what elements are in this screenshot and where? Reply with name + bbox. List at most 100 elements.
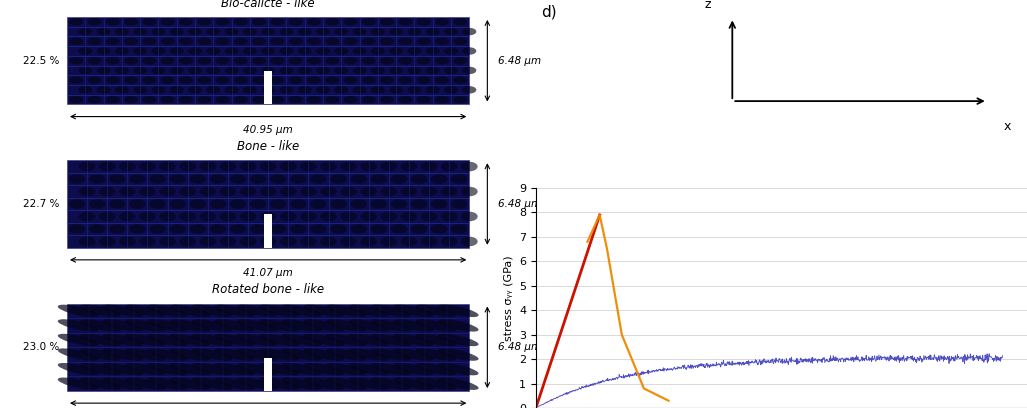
Ellipse shape bbox=[304, 334, 344, 346]
Ellipse shape bbox=[362, 57, 376, 64]
Ellipse shape bbox=[192, 305, 233, 317]
Ellipse shape bbox=[169, 174, 186, 184]
Ellipse shape bbox=[225, 67, 238, 74]
Ellipse shape bbox=[88, 174, 106, 184]
Ellipse shape bbox=[343, 57, 357, 64]
Ellipse shape bbox=[362, 76, 376, 84]
Ellipse shape bbox=[281, 363, 322, 375]
Ellipse shape bbox=[147, 319, 188, 332]
Ellipse shape bbox=[304, 363, 344, 375]
Ellipse shape bbox=[103, 363, 144, 375]
Ellipse shape bbox=[169, 305, 211, 317]
Ellipse shape bbox=[97, 67, 111, 74]
Ellipse shape bbox=[362, 96, 376, 103]
Ellipse shape bbox=[115, 47, 129, 55]
Ellipse shape bbox=[242, 28, 257, 35]
Ellipse shape bbox=[441, 237, 458, 246]
Ellipse shape bbox=[188, 67, 202, 74]
Ellipse shape bbox=[206, 67, 221, 74]
Ellipse shape bbox=[340, 187, 357, 196]
Ellipse shape bbox=[99, 237, 116, 246]
Ellipse shape bbox=[80, 319, 121, 332]
Ellipse shape bbox=[192, 319, 233, 332]
Ellipse shape bbox=[242, 47, 257, 55]
Ellipse shape bbox=[453, 38, 467, 45]
Ellipse shape bbox=[289, 18, 303, 26]
Ellipse shape bbox=[151, 86, 165, 93]
Ellipse shape bbox=[281, 319, 322, 332]
Ellipse shape bbox=[139, 237, 156, 246]
Ellipse shape bbox=[331, 174, 347, 184]
Ellipse shape bbox=[159, 237, 176, 246]
Ellipse shape bbox=[119, 212, 136, 221]
Y-axis label: stress σᵧᵧ (GPa): stress σᵧᵧ (GPa) bbox=[503, 255, 514, 341]
Ellipse shape bbox=[149, 199, 166, 209]
Ellipse shape bbox=[352, 47, 367, 55]
Ellipse shape bbox=[320, 187, 337, 196]
Ellipse shape bbox=[188, 28, 202, 35]
Ellipse shape bbox=[350, 224, 367, 234]
Ellipse shape bbox=[160, 38, 175, 45]
Ellipse shape bbox=[115, 86, 129, 93]
Ellipse shape bbox=[88, 199, 106, 209]
Ellipse shape bbox=[134, 86, 147, 93]
Ellipse shape bbox=[215, 319, 255, 332]
Ellipse shape bbox=[417, 76, 430, 84]
Ellipse shape bbox=[279, 86, 294, 93]
Ellipse shape bbox=[434, 76, 449, 84]
Ellipse shape bbox=[119, 187, 136, 196]
Ellipse shape bbox=[242, 86, 257, 93]
Ellipse shape bbox=[380, 96, 394, 103]
Ellipse shape bbox=[236, 305, 277, 317]
Ellipse shape bbox=[334, 86, 348, 93]
Ellipse shape bbox=[281, 334, 322, 346]
Ellipse shape bbox=[270, 76, 284, 84]
Ellipse shape bbox=[216, 96, 229, 103]
Ellipse shape bbox=[398, 76, 412, 84]
Ellipse shape bbox=[348, 348, 389, 361]
Bar bbox=[264, 358, 272, 391]
Ellipse shape bbox=[189, 199, 206, 209]
Ellipse shape bbox=[304, 305, 344, 317]
Ellipse shape bbox=[380, 237, 397, 246]
Ellipse shape bbox=[215, 377, 255, 390]
Ellipse shape bbox=[261, 86, 275, 93]
Ellipse shape bbox=[199, 212, 217, 221]
Ellipse shape bbox=[134, 28, 147, 35]
Ellipse shape bbox=[234, 96, 248, 103]
Ellipse shape bbox=[270, 38, 284, 45]
Ellipse shape bbox=[234, 57, 248, 64]
Ellipse shape bbox=[451, 174, 467, 184]
Ellipse shape bbox=[280, 237, 297, 246]
Text: z: z bbox=[705, 0, 711, 11]
Ellipse shape bbox=[197, 96, 212, 103]
Bar bbox=[67, 17, 469, 104]
Ellipse shape bbox=[415, 319, 456, 332]
Ellipse shape bbox=[281, 305, 322, 317]
Ellipse shape bbox=[270, 96, 284, 103]
Ellipse shape bbox=[125, 319, 165, 332]
Ellipse shape bbox=[87, 76, 102, 84]
Ellipse shape bbox=[438, 363, 479, 375]
Ellipse shape bbox=[242, 67, 257, 74]
Ellipse shape bbox=[326, 38, 339, 45]
Ellipse shape bbox=[441, 162, 458, 171]
Ellipse shape bbox=[69, 18, 83, 26]
Ellipse shape bbox=[326, 305, 367, 317]
Ellipse shape bbox=[453, 76, 467, 84]
Ellipse shape bbox=[390, 174, 408, 184]
Ellipse shape bbox=[124, 38, 138, 45]
Ellipse shape bbox=[438, 377, 479, 390]
Ellipse shape bbox=[421, 187, 438, 196]
Ellipse shape bbox=[143, 76, 156, 84]
Ellipse shape bbox=[119, 237, 136, 246]
Ellipse shape bbox=[210, 174, 226, 184]
Ellipse shape bbox=[279, 28, 294, 35]
Text: x: x bbox=[1003, 120, 1011, 133]
Ellipse shape bbox=[260, 237, 276, 246]
Ellipse shape bbox=[88, 224, 106, 234]
Ellipse shape bbox=[160, 96, 175, 103]
Text: d): d) bbox=[541, 4, 557, 19]
Ellipse shape bbox=[438, 305, 479, 317]
Ellipse shape bbox=[461, 187, 478, 196]
